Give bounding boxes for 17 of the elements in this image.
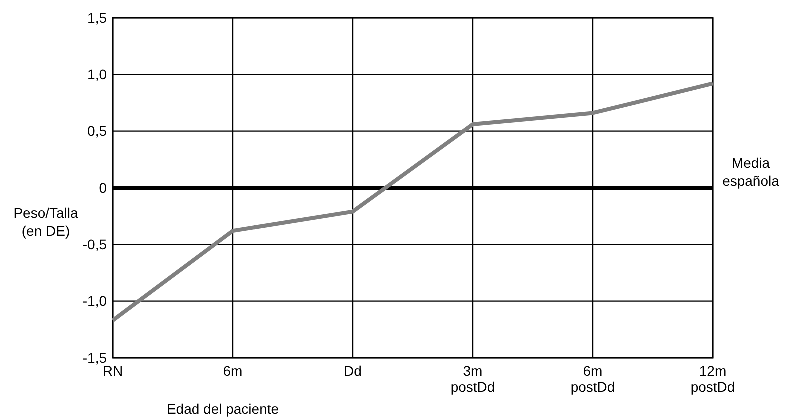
x-tick-label: 12m postDd [690,363,736,395]
y-tick-label: -1,5 [82,350,108,366]
y-axis-title: Peso/Talla (en DE) [14,205,79,239]
y-tick-label: 0 [99,180,108,196]
y-tick-label: 0,5 [88,123,108,140]
y-tick-label: -0,5 [82,236,108,253]
y-tick-label: 1,0 [88,66,108,83]
x-axis-title: Edad del paciente [166,401,280,417]
x-tick-label: Dd [344,363,362,379]
y-tick-label: -1,0 [82,293,108,310]
x-tick-label: 3m postDd [450,363,496,395]
x-tick-label: 6m [223,363,243,379]
x-tick-label: RN [102,363,124,379]
x-tick-label: 6m postDd [570,363,616,395]
ref-line-label: Media española [722,155,780,189]
y-tick-label: 1,5 [88,10,108,26]
line-series [111,82,715,323]
